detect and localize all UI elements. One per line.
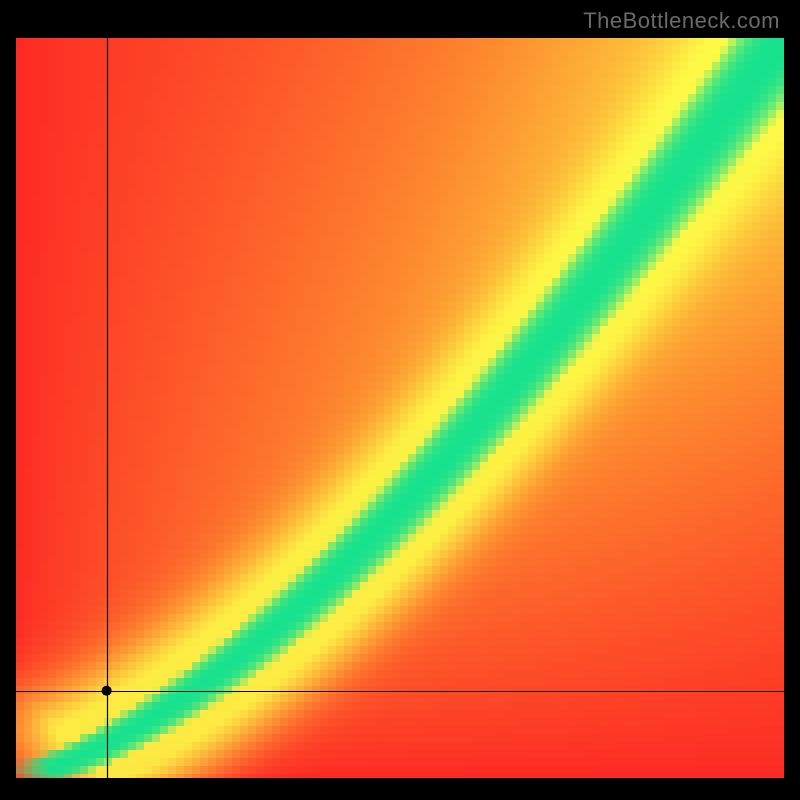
watermark-text: TheBottleneck.com [583, 8, 780, 34]
heatmap-canvas [16, 38, 784, 778]
chart-container: TheBottleneck.com [0, 0, 800, 800]
